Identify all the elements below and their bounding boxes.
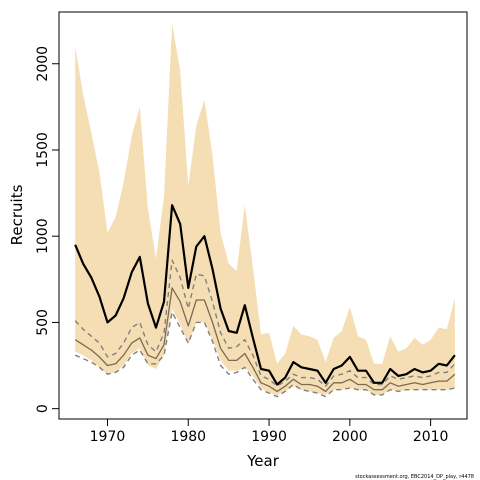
y-tick-label: 500 xyxy=(35,309,51,336)
inner-quantile-line xyxy=(74,287,456,393)
x-tick-label: 1980 xyxy=(170,429,206,445)
x-tick-label: 1970 xyxy=(90,429,126,445)
y-tick-label: 1000 xyxy=(35,218,51,254)
x-axis-title: Year xyxy=(246,452,280,470)
y-axis-title: Recruits xyxy=(8,184,26,245)
y-tick-label: 2000 xyxy=(35,46,51,82)
y-tick-label: 1500 xyxy=(35,132,51,168)
lower-quantile-line xyxy=(74,311,456,398)
median-recruitment-line xyxy=(74,204,456,386)
x-tick-label: 2000 xyxy=(332,429,368,445)
credit-text: stockassessment.org, EBC2014_DP_play, r4… xyxy=(355,474,474,480)
y-tick-label: 0 xyxy=(35,404,51,413)
plot-frame xyxy=(58,11,468,420)
plot-layer xyxy=(74,24,456,398)
upper-quantile-line xyxy=(74,259,456,387)
axis-layer: 1970 1980 1990 2000 2010 0 500 1000 1500 2000 xyxy=(35,46,448,445)
x-tick-label: 2010 xyxy=(413,429,449,445)
x-tick-label: 1990 xyxy=(251,429,287,445)
